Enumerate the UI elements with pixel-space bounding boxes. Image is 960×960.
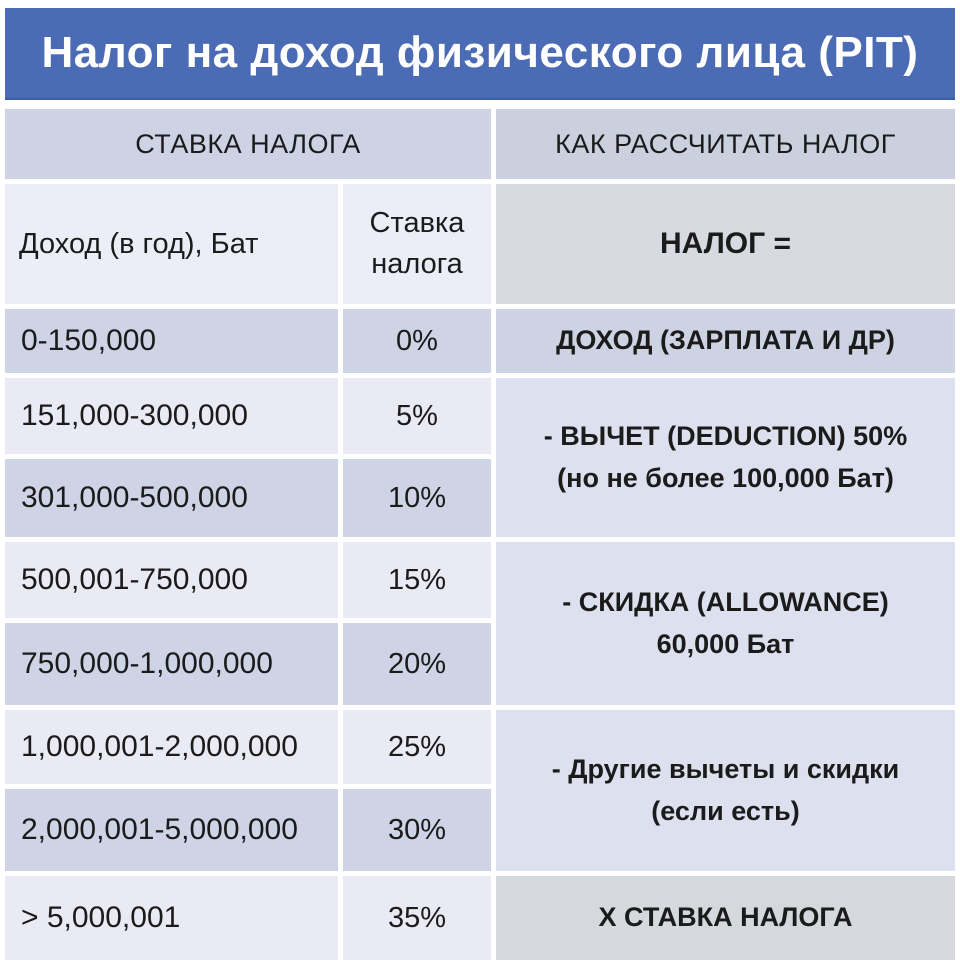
tax-rate-cell: 20% <box>343 623 491 705</box>
calc-step-line: - Другие вычеты и скидки <box>551 753 900 784</box>
income-range-cell: 750,000-1,000,000 <box>5 623 338 705</box>
calc-step-line: - СКИДКА (ALLOWANCE) <box>562 586 889 617</box>
rate-column-header-line1: Ставка <box>369 207 465 240</box>
income-range-cell: 151,000-300,000 <box>5 378 338 454</box>
calc-step-line: - ВЫЧЕТ (DEDUCTION) 50% <box>543 420 908 451</box>
rate-column-header: Ставка налога <box>343 184 491 304</box>
calc-step-other-deductions: - Другие вычеты и скидки (если есть) <box>496 710 955 871</box>
title-bar: Налог на доход физического лица (PIT) <box>5 8 955 100</box>
income-column-header: Доход (в год), Бат <box>5 184 338 304</box>
calc-step-line: (если есть) <box>651 795 800 826</box>
calc-step-line: 60,000 Бат <box>656 628 795 659</box>
right-section-header: КАК РАССЧИТАТЬ НАЛОГ <box>496 109 955 179</box>
income-range-cell: 0-150,000 <box>5 309 338 373</box>
left-section-header: СТАВКА НАЛОГА <box>5 109 491 179</box>
income-range-cell: 500,001-750,000 <box>5 542 338 618</box>
calc-step-deduction: - ВЫЧЕТ (DEDUCTION) 50% (но не более 100… <box>496 378 955 537</box>
tax-table: СТАВКА НАЛОГА КАК РАССЧИТАТЬ НАЛОГ Доход… <box>5 109 955 960</box>
tax-rate-cell: 10% <box>343 459 491 537</box>
calc-step-income: ДОХОД (ЗАРПЛАТА И ДР) <box>496 309 955 373</box>
income-range-cell: 2,000,001-5,000,000 <box>5 789 338 871</box>
income-range-cell: 1,000,001-2,000,000 <box>5 710 338 784</box>
tax-rate-cell: 5% <box>343 378 491 454</box>
calc-step-line: (но не более 100,000 Бат) <box>557 462 894 493</box>
calc-step-line: Х СТАВКА НАЛОГА <box>598 902 853 933</box>
tax-rate-cell: 15% <box>343 542 491 618</box>
formula-header: НАЛОГ = <box>496 184 955 304</box>
income-range-cell: > 5,000,001 <box>5 876 338 960</box>
tax-rate-cell: 25% <box>343 710 491 784</box>
tax-rate-cell: 35% <box>343 876 491 960</box>
calc-step-multiply-rate: Х СТАВКА НАЛОГА <box>496 876 955 960</box>
calc-step-allowance: - СКИДКА (ALLOWANCE) 60,000 Бат <box>496 542 955 705</box>
income-range-cell: 301,000-500,000 <box>5 459 338 537</box>
tax-rate-cell: 30% <box>343 789 491 871</box>
tax-rate-cell: 0% <box>343 309 491 373</box>
page-title: Налог на доход физического лица (PIT) <box>41 28 919 77</box>
rate-column-header-line2: налога <box>371 248 463 280</box>
calc-step-line: ДОХОД (ЗАРПЛАТА И ДР) <box>556 325 895 356</box>
